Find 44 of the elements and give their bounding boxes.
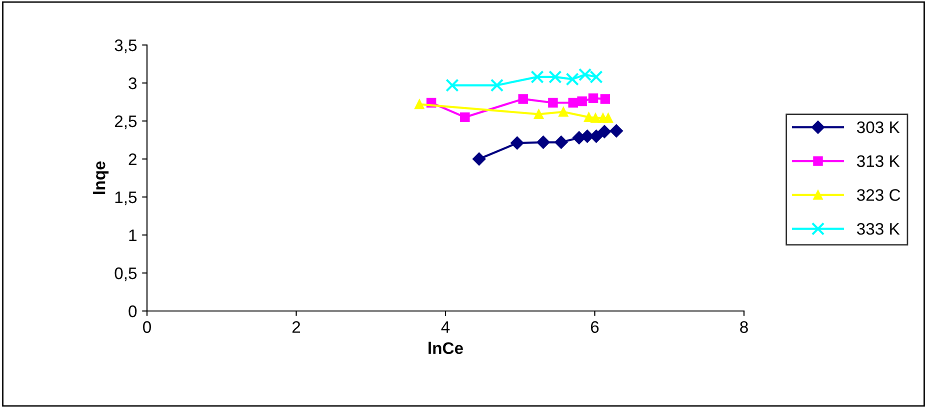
y-tick-label: 0 — [128, 305, 137, 318]
y-tick-label: 3,5 — [114, 39, 137, 54]
point — [414, 99, 424, 110]
legend-label: 323 C — [856, 189, 900, 201]
point — [536, 136, 550, 149]
point — [610, 124, 623, 138]
legend-label: 333 K — [856, 222, 900, 235]
point — [472, 152, 486, 166]
point — [603, 113, 614, 123]
point — [446, 78, 459, 92]
point — [554, 136, 568, 149]
point — [588, 93, 598, 104]
point — [568, 98, 578, 108]
point — [558, 107, 568, 117]
point — [566, 72, 579, 86]
x-tick-label: 4 — [441, 321, 450, 333]
point — [510, 136, 524, 150]
legend-label: 313 K — [856, 155, 900, 168]
point — [518, 94, 528, 104]
point — [598, 125, 612, 138]
y-tick-label: 3 — [128, 77, 137, 90]
point — [548, 98, 558, 108]
point — [530, 70, 544, 84]
y-tick-label: 2,5 — [114, 115, 137, 130]
y-axis-title: lnqe — [93, 161, 109, 194]
point — [534, 109, 544, 120]
point — [460, 112, 470, 122]
y-tick-label: 1,5 — [115, 192, 137, 206]
x-tick-label: 8 — [740, 321, 748, 333]
x-tick-label: 0 — [143, 321, 151, 333]
point — [590, 130, 603, 143]
point — [548, 70, 562, 84]
point — [577, 96, 587, 106]
x-axis-title: lnCe — [428, 342, 463, 354]
y-tick-label: 2 — [128, 153, 136, 166]
y-tick-label: 0,5 — [114, 267, 137, 282]
legend-label: 303 K — [856, 121, 900, 134]
x-tick-label: 6 — [590, 321, 599, 333]
point — [584, 112, 594, 122]
x-tick-label: 2 — [292, 321, 300, 333]
point — [490, 78, 504, 92]
y-tick-label: 1 — [129, 230, 136, 242]
point — [590, 113, 600, 123]
point — [600, 94, 610, 104]
